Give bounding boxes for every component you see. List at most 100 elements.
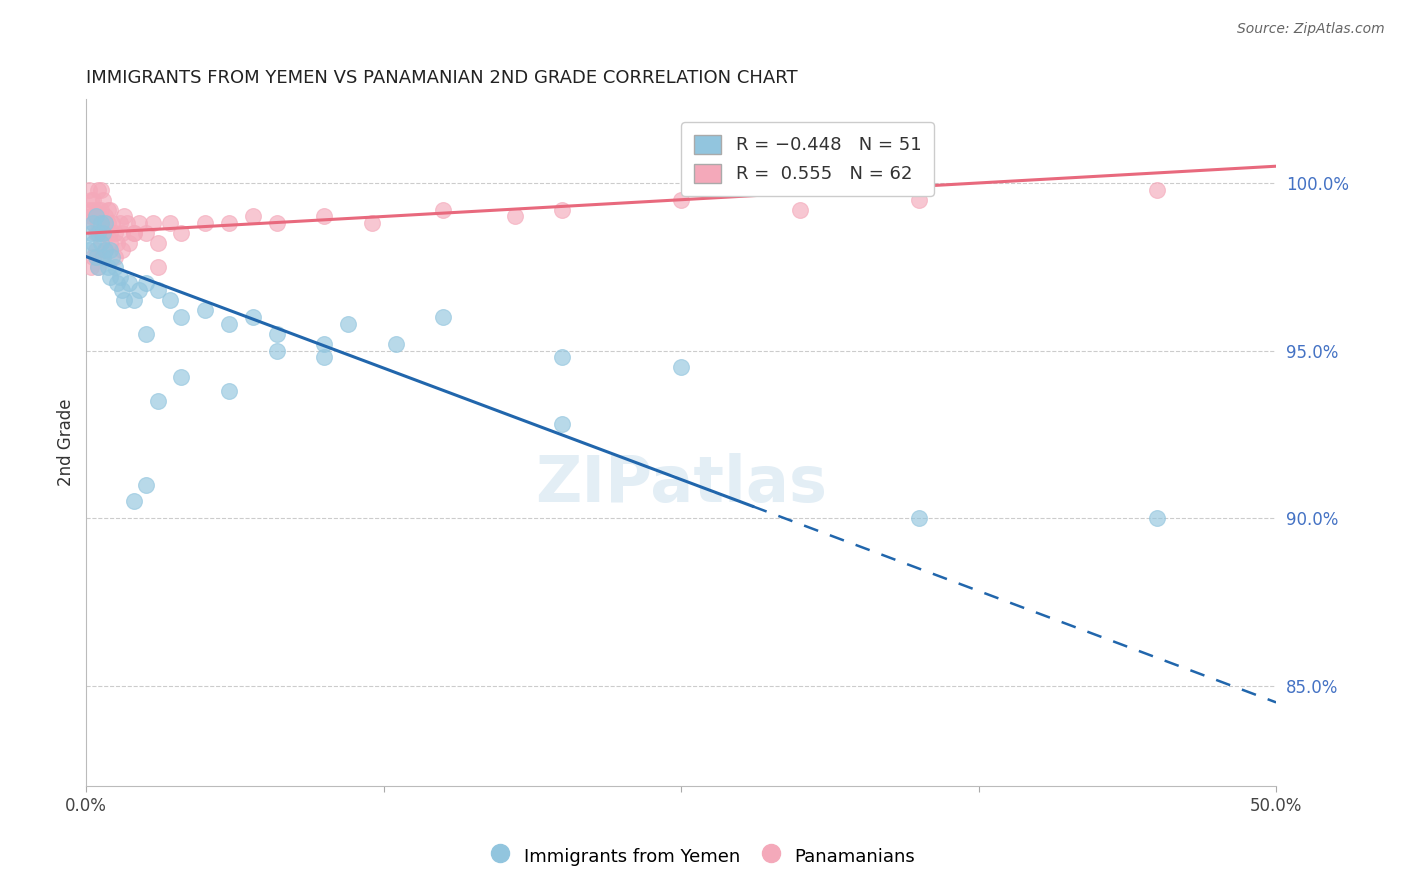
- Text: ZIPatlas: ZIPatlas: [536, 453, 827, 515]
- Text: IMMIGRANTS FROM YEMEN VS PANAMANIAN 2ND GRADE CORRELATION CHART: IMMIGRANTS FROM YEMEN VS PANAMANIAN 2ND …: [86, 69, 799, 87]
- Point: [82, 216, 104, 230]
- Point: [82, 216, 104, 230]
- Point: [80, 210, 103, 224]
- Point: [87, 216, 110, 230]
- Point: [337, 317, 360, 331]
- Point: [314, 210, 336, 224]
- Point: [108, 269, 131, 284]
- Legend: R = −0.448   N = 51, R =  0.555   N = 62: R = −0.448 N = 51, R = 0.555 N = 62: [682, 122, 934, 196]
- Point: [97, 260, 120, 274]
- Point: [91, 216, 114, 230]
- Point: [432, 202, 454, 217]
- Point: [111, 243, 134, 257]
- Point: [146, 283, 169, 297]
- Point: [1146, 511, 1168, 525]
- Point: [360, 216, 382, 230]
- Point: [669, 193, 692, 207]
- Point: [218, 216, 240, 230]
- Point: [384, 336, 406, 351]
- Point: [122, 226, 145, 240]
- Point: [112, 293, 135, 308]
- Point: [87, 202, 110, 217]
- Point: [118, 236, 141, 251]
- Point: [266, 343, 288, 358]
- Point: [104, 250, 127, 264]
- Point: [242, 310, 264, 324]
- Point: [669, 360, 692, 375]
- Point: [128, 216, 150, 230]
- Text: Source: ZipAtlas.com: Source: ZipAtlas.com: [1237, 22, 1385, 37]
- Y-axis label: 2nd Grade: 2nd Grade: [58, 399, 75, 486]
- Point: [135, 477, 157, 491]
- Point: [87, 260, 110, 274]
- Legend: Immigrants from Yemen, Panamanians: Immigrants from Yemen, Panamanians: [484, 838, 922, 874]
- Point: [94, 226, 117, 240]
- Point: [84, 226, 107, 240]
- Point: [90, 236, 112, 251]
- Point: [266, 216, 288, 230]
- Point: [84, 210, 107, 224]
- Point: [82, 236, 104, 251]
- Point: [104, 226, 127, 240]
- Point: [159, 216, 181, 230]
- Point: [122, 494, 145, 508]
- Point: [551, 417, 574, 432]
- Point: [91, 250, 114, 264]
- Point: [82, 193, 104, 207]
- Point: [111, 283, 134, 297]
- Point: [108, 216, 131, 230]
- Point: [104, 260, 127, 274]
- Point: [80, 193, 103, 207]
- Point: [105, 236, 128, 251]
- Point: [135, 277, 157, 291]
- Point: [97, 216, 120, 230]
- Point: [87, 183, 110, 197]
- Point: [503, 210, 526, 224]
- Point: [314, 350, 336, 364]
- Point: [135, 226, 157, 240]
- Point: [551, 202, 574, 217]
- Point: [91, 226, 114, 240]
- Point: [170, 226, 193, 240]
- Point: [101, 216, 124, 230]
- Point: [90, 226, 112, 240]
- Point: [105, 277, 128, 291]
- Point: [94, 216, 117, 230]
- Point: [146, 393, 169, 408]
- Point: [115, 216, 138, 230]
- Point: [218, 317, 240, 331]
- Point: [170, 310, 193, 324]
- Point: [98, 226, 121, 240]
- Point: [266, 326, 288, 341]
- Point: [118, 277, 141, 291]
- Point: [314, 336, 336, 351]
- Point: [159, 293, 181, 308]
- Point: [87, 260, 110, 274]
- Point: [101, 250, 124, 264]
- Point: [90, 216, 112, 230]
- Point: [98, 269, 121, 284]
- Point: [94, 243, 117, 257]
- Point: [77, 202, 100, 217]
- Point: [84, 210, 107, 224]
- Point: [135, 326, 157, 341]
- Point: [242, 210, 264, 224]
- Point: [98, 202, 121, 217]
- Point: [77, 183, 100, 197]
- Point: [94, 243, 117, 257]
- Point: [98, 243, 121, 257]
- Point: [90, 250, 112, 264]
- Point: [122, 293, 145, 308]
- Point: [80, 260, 103, 274]
- Point: [87, 226, 110, 240]
- Point: [80, 226, 103, 240]
- Point: [82, 250, 104, 264]
- Point: [146, 236, 169, 251]
- Point: [218, 384, 240, 398]
- Point: [111, 226, 134, 240]
- Point: [122, 226, 145, 240]
- Point: [77, 243, 100, 257]
- Point: [551, 350, 574, 364]
- Point: [146, 260, 169, 274]
- Point: [90, 183, 112, 197]
